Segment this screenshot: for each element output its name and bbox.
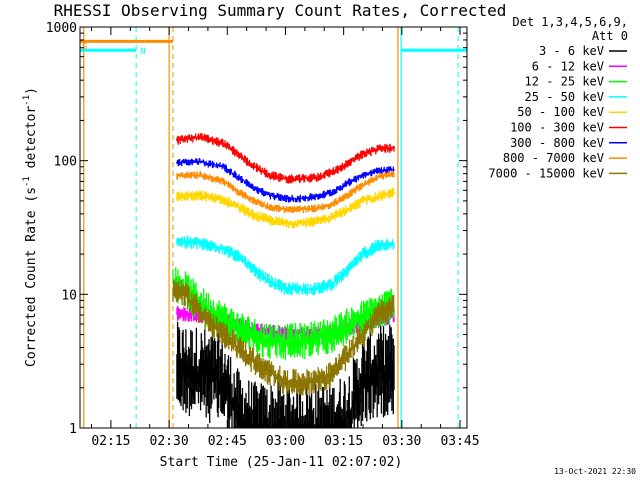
x-tick-label-6: 03:45	[440, 434, 479, 449]
plot-area	[80, 27, 467, 428]
legend-label-0: 3 - 6 keV	[539, 44, 604, 58]
x-tick-label-3: 03:00	[266, 434, 305, 449]
timestamp: 13-Oct-2021 22:30	[554, 467, 636, 476]
legend-label-7: 800 - 7000 keV	[503, 151, 604, 165]
legend-label-3: 25 - 50 keV	[525, 90, 604, 104]
flag-bar-label-1: N	[140, 47, 145, 57]
x-tick-label-0: 02:15	[91, 434, 130, 449]
series-6	[176, 158, 395, 203]
y-axis-label-part3: )	[24, 87, 39, 95]
flag-letter-left: S	[82, 42, 87, 52]
x-axis-label: Start Time (25-Jan-11 02:07:02)	[160, 455, 403, 470]
y-tick-label-2: 100	[54, 155, 77, 170]
series-7	[176, 170, 395, 214]
series-5	[176, 133, 395, 184]
y-tick-label-3: 1000	[46, 21, 77, 36]
legend-label-4: 50 - 100 keV	[517, 105, 604, 119]
series-0	[176, 321, 395, 428]
x-tick-label-1: 02:30	[150, 434, 189, 449]
chart-title: RHESSI Observing Summary Count Rates, Co…	[54, 1, 507, 20]
y-axis-label-part2: detector	[24, 106, 39, 177]
legend-label-8: 7000 - 15000 keV	[488, 166, 604, 180]
legend-label-5: 100 - 300 keV	[510, 121, 604, 135]
series-3	[176, 235, 395, 296]
legend-label-1: 6 - 12 keV	[532, 59, 604, 73]
y-axis-label: Corrected Count Rate (s-1 detector-1)	[22, 87, 39, 367]
plot-frame	[79, 26, 468, 429]
legend-header-line2: Att 0	[592, 29, 628, 43]
y-axis-label-part1: Corrected Count Rate (s	[24, 187, 39, 367]
y-axis-label-sup2: -1	[22, 95, 32, 106]
x-tick-label-2: 02:45	[208, 434, 247, 449]
series-2	[172, 267, 395, 360]
legend-header-line1: Det 1,3,4,5,6,9,	[512, 15, 628, 29]
y-tick-label-1: 10	[61, 288, 77, 303]
y-axis-label-sup1: -1	[22, 176, 32, 187]
series-4	[176, 187, 395, 229]
legend-label-2: 12 - 25 keV	[525, 75, 604, 89]
legend-label-6: 300 - 800 keV	[510, 136, 604, 150]
series-8	[172, 279, 395, 396]
y-tick-label-0: 1	[69, 422, 77, 437]
x-tick-label-4: 03:15	[324, 434, 363, 449]
x-tick-label-5: 03:30	[382, 434, 421, 449]
